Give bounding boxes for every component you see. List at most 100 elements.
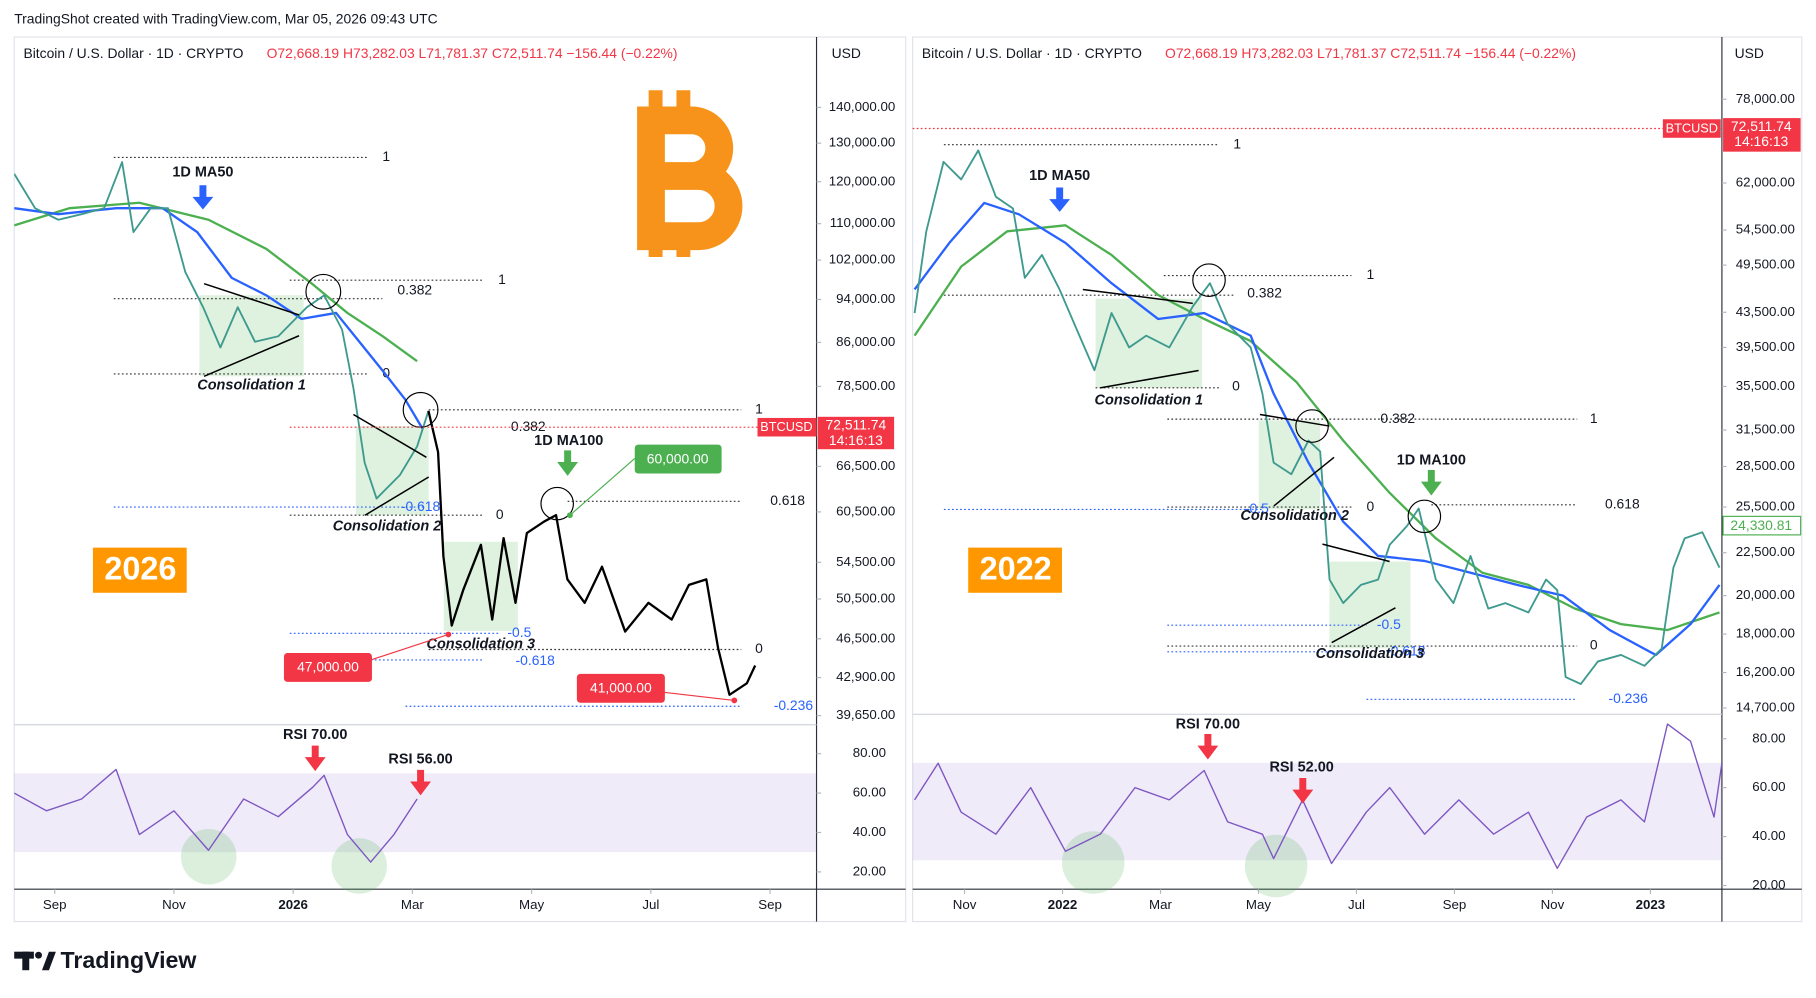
price-line xyxy=(913,149,1721,685)
fib-label: 0 xyxy=(1366,498,1374,514)
x-tick-label: 2022 xyxy=(1048,897,1078,912)
wedge-lines xyxy=(203,282,1396,644)
symbol-tag-label: BTCUSD xyxy=(1666,120,1718,135)
y-tick-label: 78,000.00 xyxy=(1736,91,1795,106)
symbol-tag-label: BTCUSD xyxy=(760,419,812,434)
consolidation-label: Consolidation 1 xyxy=(1095,392,1204,408)
y-tick-label: 102,000.00 xyxy=(829,252,896,267)
x-tick-label: Jul xyxy=(642,897,659,912)
last-price-tag xyxy=(817,416,895,450)
year-label: 2026 xyxy=(104,550,176,586)
y-tick-label: 54,500.00 xyxy=(1736,222,1795,237)
ma100-line xyxy=(913,224,1720,632)
rsi-tick-label: 60.00 xyxy=(853,785,886,800)
y-tick-label: 54,500.00 xyxy=(836,554,895,569)
rsi-tick-label: 60.00 xyxy=(1752,779,1785,794)
x-tick-label: Mar xyxy=(401,897,424,912)
y-tick-label: 42,900.00 xyxy=(836,669,895,684)
credit: TradingShot created with TradingView.com… xyxy=(14,10,437,26)
last-price-tag xyxy=(1723,118,1801,152)
price-tag-label: 41,000.00 xyxy=(590,680,652,696)
currency: USD xyxy=(1735,45,1764,61)
fib-label: -0.5 xyxy=(507,624,531,640)
x-tick-label: Nov xyxy=(1541,897,1565,912)
rsi-tick-label: 20.00 xyxy=(1752,877,1785,892)
x-tick-label: Nov xyxy=(162,897,186,912)
x-tick-label: Mar xyxy=(1149,897,1172,912)
y-tick-label: 60,500.00 xyxy=(836,503,895,518)
legend-ohlc: O72,668.19 H73,282.03 L71,781.37 C72,511… xyxy=(1165,45,1576,61)
consolidation-label: Consolidation 3 xyxy=(427,637,536,653)
y-tick-label: 25,500.00 xyxy=(1736,499,1795,514)
y-tick-label: 86,000.00 xyxy=(836,334,895,349)
fib-label: 0.618 xyxy=(770,492,805,508)
year-badge xyxy=(92,547,187,593)
currency: USD xyxy=(832,45,861,61)
y-tick-label: 50,500.00 xyxy=(836,591,895,606)
symbol-tag xyxy=(1662,119,1721,138)
close-tag-label: 24,330.81 xyxy=(1730,517,1792,533)
timer-label: 14:16:13 xyxy=(1734,133,1788,149)
fib-label: 1 xyxy=(498,271,506,287)
fib-label: -0.618 xyxy=(401,498,441,514)
y-tick-label: 120,000.00 xyxy=(829,173,896,188)
fib-label: 0 xyxy=(1590,637,1598,653)
rsi-label: RSI 56.00 xyxy=(388,751,452,767)
projection-line xyxy=(427,410,757,696)
consolidation-label: Consolidation 1 xyxy=(197,377,306,393)
fib-label: 0 xyxy=(1232,377,1240,393)
rsi-tick-label: 80.00 xyxy=(853,745,886,760)
fib-label: -0.618 xyxy=(1386,642,1426,658)
fib-label: 0.618 xyxy=(1605,495,1640,511)
fib-label: -0.5 xyxy=(1377,616,1401,632)
y-tick-label: 39,500.00 xyxy=(1736,339,1795,354)
x-tick-label: Sep xyxy=(43,897,67,912)
rsi-line xyxy=(914,723,1722,870)
fib-label: 1 xyxy=(755,401,763,417)
y-tick-label: 94,000.00 xyxy=(836,291,895,306)
rsi-tick-label: 40.00 xyxy=(853,824,886,839)
y-tick-label: 22,500.00 xyxy=(1736,544,1795,559)
fib-label: 0 xyxy=(382,365,390,381)
price-tag-label: 60,000.00 xyxy=(647,450,709,466)
fib-label: 0.382 xyxy=(511,418,546,434)
y-tick-label: 35,500.00 xyxy=(1736,378,1795,393)
timer-label: 14:16:13 xyxy=(829,432,883,448)
y-tick-label: 140,000.00 xyxy=(829,99,896,114)
rsi-label: RSI 52.00 xyxy=(1269,759,1333,775)
price-tag xyxy=(283,652,372,682)
y-tick-label: 18,000.00 xyxy=(1736,626,1795,641)
fib-label: -0.236 xyxy=(774,697,814,713)
circles xyxy=(305,263,1442,534)
fib-label: 0.382 xyxy=(1247,285,1282,301)
y-tick-label: 49,500.00 xyxy=(1736,257,1795,272)
x-tick-label: Sep xyxy=(1443,897,1467,912)
fib-label: -0.236 xyxy=(1608,690,1648,706)
y-tick-label: 39,650.00 xyxy=(836,707,895,722)
y-tick-label: 31,500.00 xyxy=(1736,421,1795,436)
fib-label: 0 xyxy=(496,506,504,522)
ma50-line xyxy=(14,207,424,430)
rsi-line xyxy=(14,768,418,863)
legend-symbol: Bitcoin / U.S. Dollar · 1D · CRYPTO xyxy=(23,45,243,61)
rsi-label: RSI 70.00 xyxy=(1176,717,1240,733)
rsi-tick-label: 20.00 xyxy=(853,863,886,878)
close-tag xyxy=(1722,515,1802,536)
y-tick-label: 28,500.00 xyxy=(1736,458,1795,473)
fib-label: 0.382 xyxy=(397,281,432,297)
year-badge xyxy=(968,547,1062,593)
rsi-tick-label: 80.00 xyxy=(1752,730,1785,745)
x-tick-label: 2026 xyxy=(278,897,308,912)
y-tick-label: 78,500.00 xyxy=(836,378,895,393)
tag-lines xyxy=(370,458,738,704)
brand-name: TradingView xyxy=(61,947,198,973)
x-tick-label: May xyxy=(1246,897,1271,912)
fib-label: -0.618 xyxy=(516,652,556,668)
year-label: 2022 xyxy=(980,550,1052,586)
consolidation-boxes xyxy=(199,295,1411,649)
fib-label: 0.382 xyxy=(1380,410,1415,426)
x-tick-label: May xyxy=(519,897,544,912)
y-tick-label: 20,000.00 xyxy=(1736,587,1795,602)
x-tick-label: Sep xyxy=(758,897,782,912)
